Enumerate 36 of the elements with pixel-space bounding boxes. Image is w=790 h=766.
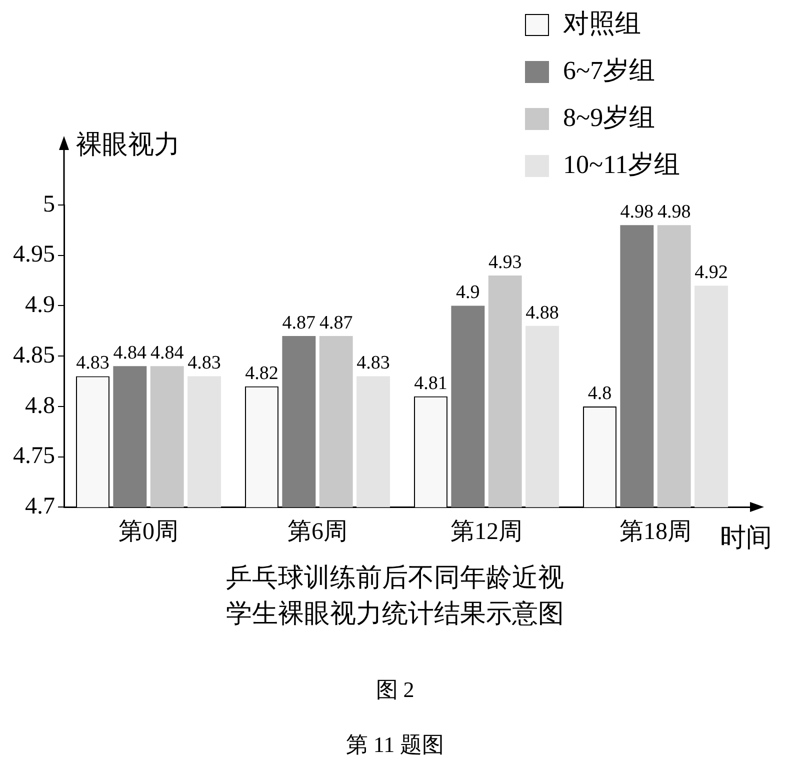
data-label: 4.87 bbox=[319, 312, 353, 334]
data-label: 4.83 bbox=[76, 352, 110, 374]
y-tick-label: 4.95 bbox=[13, 242, 55, 268]
data-label: 4.92 bbox=[694, 262, 728, 284]
data-label: 4.84 bbox=[113, 342, 148, 364]
data-label: 4.98 bbox=[657, 202, 691, 223]
data-label: 4.87 bbox=[282, 312, 316, 334]
legend-label: 8~9岁组 bbox=[563, 102, 656, 132]
data-label: 4.84 bbox=[150, 342, 184, 364]
data-label: 4.98 bbox=[620, 202, 654, 223]
x-tick-label: 第18周 bbox=[620, 518, 692, 545]
text: 乒乓球训练前后不同年龄近视学生裸眼视力统计结果示意图 bbox=[225, 562, 565, 630]
y-tick-label: 4.9 bbox=[25, 292, 55, 318]
data-label: 4.82 bbox=[245, 362, 278, 384]
legend-label: 6~7岁组 bbox=[563, 56, 656, 85]
x-tick-label: 第0周 bbox=[118, 518, 178, 545]
data-label: 4.9 bbox=[456, 282, 480, 304]
x-tick-label: 第12周 bbox=[450, 518, 522, 545]
data-label: 4.88 bbox=[526, 302, 559, 324]
data-label: 4.93 bbox=[488, 252, 522, 273]
data-label: 4.83 bbox=[356, 352, 390, 374]
x-tick-label: 第6周 bbox=[288, 518, 348, 545]
text: 第 11 题图 bbox=[344, 731, 446, 759]
y-tick-label: 4.75 bbox=[13, 443, 55, 470]
y-tick-label: 4.7 bbox=[25, 493, 55, 520]
data-label: 4.81 bbox=[414, 372, 448, 394]
x-axis-title: 时间 bbox=[720, 523, 772, 552]
y-tick-label: 5 bbox=[43, 191, 55, 218]
y-tick-label: 4.8 bbox=[25, 392, 55, 419]
y-tick-label: 4.85 bbox=[13, 342, 55, 368]
caption: 图 2 bbox=[374, 676, 416, 704]
data-label: 4.8 bbox=[588, 382, 612, 404]
data-label: 4.83 bbox=[188, 352, 221, 374]
y-axis-title: 裸眼视力 bbox=[76, 130, 180, 159]
legend-label: 对照组 bbox=[563, 8, 641, 38]
legend-label: 10~11岁组 bbox=[563, 150, 680, 179]
